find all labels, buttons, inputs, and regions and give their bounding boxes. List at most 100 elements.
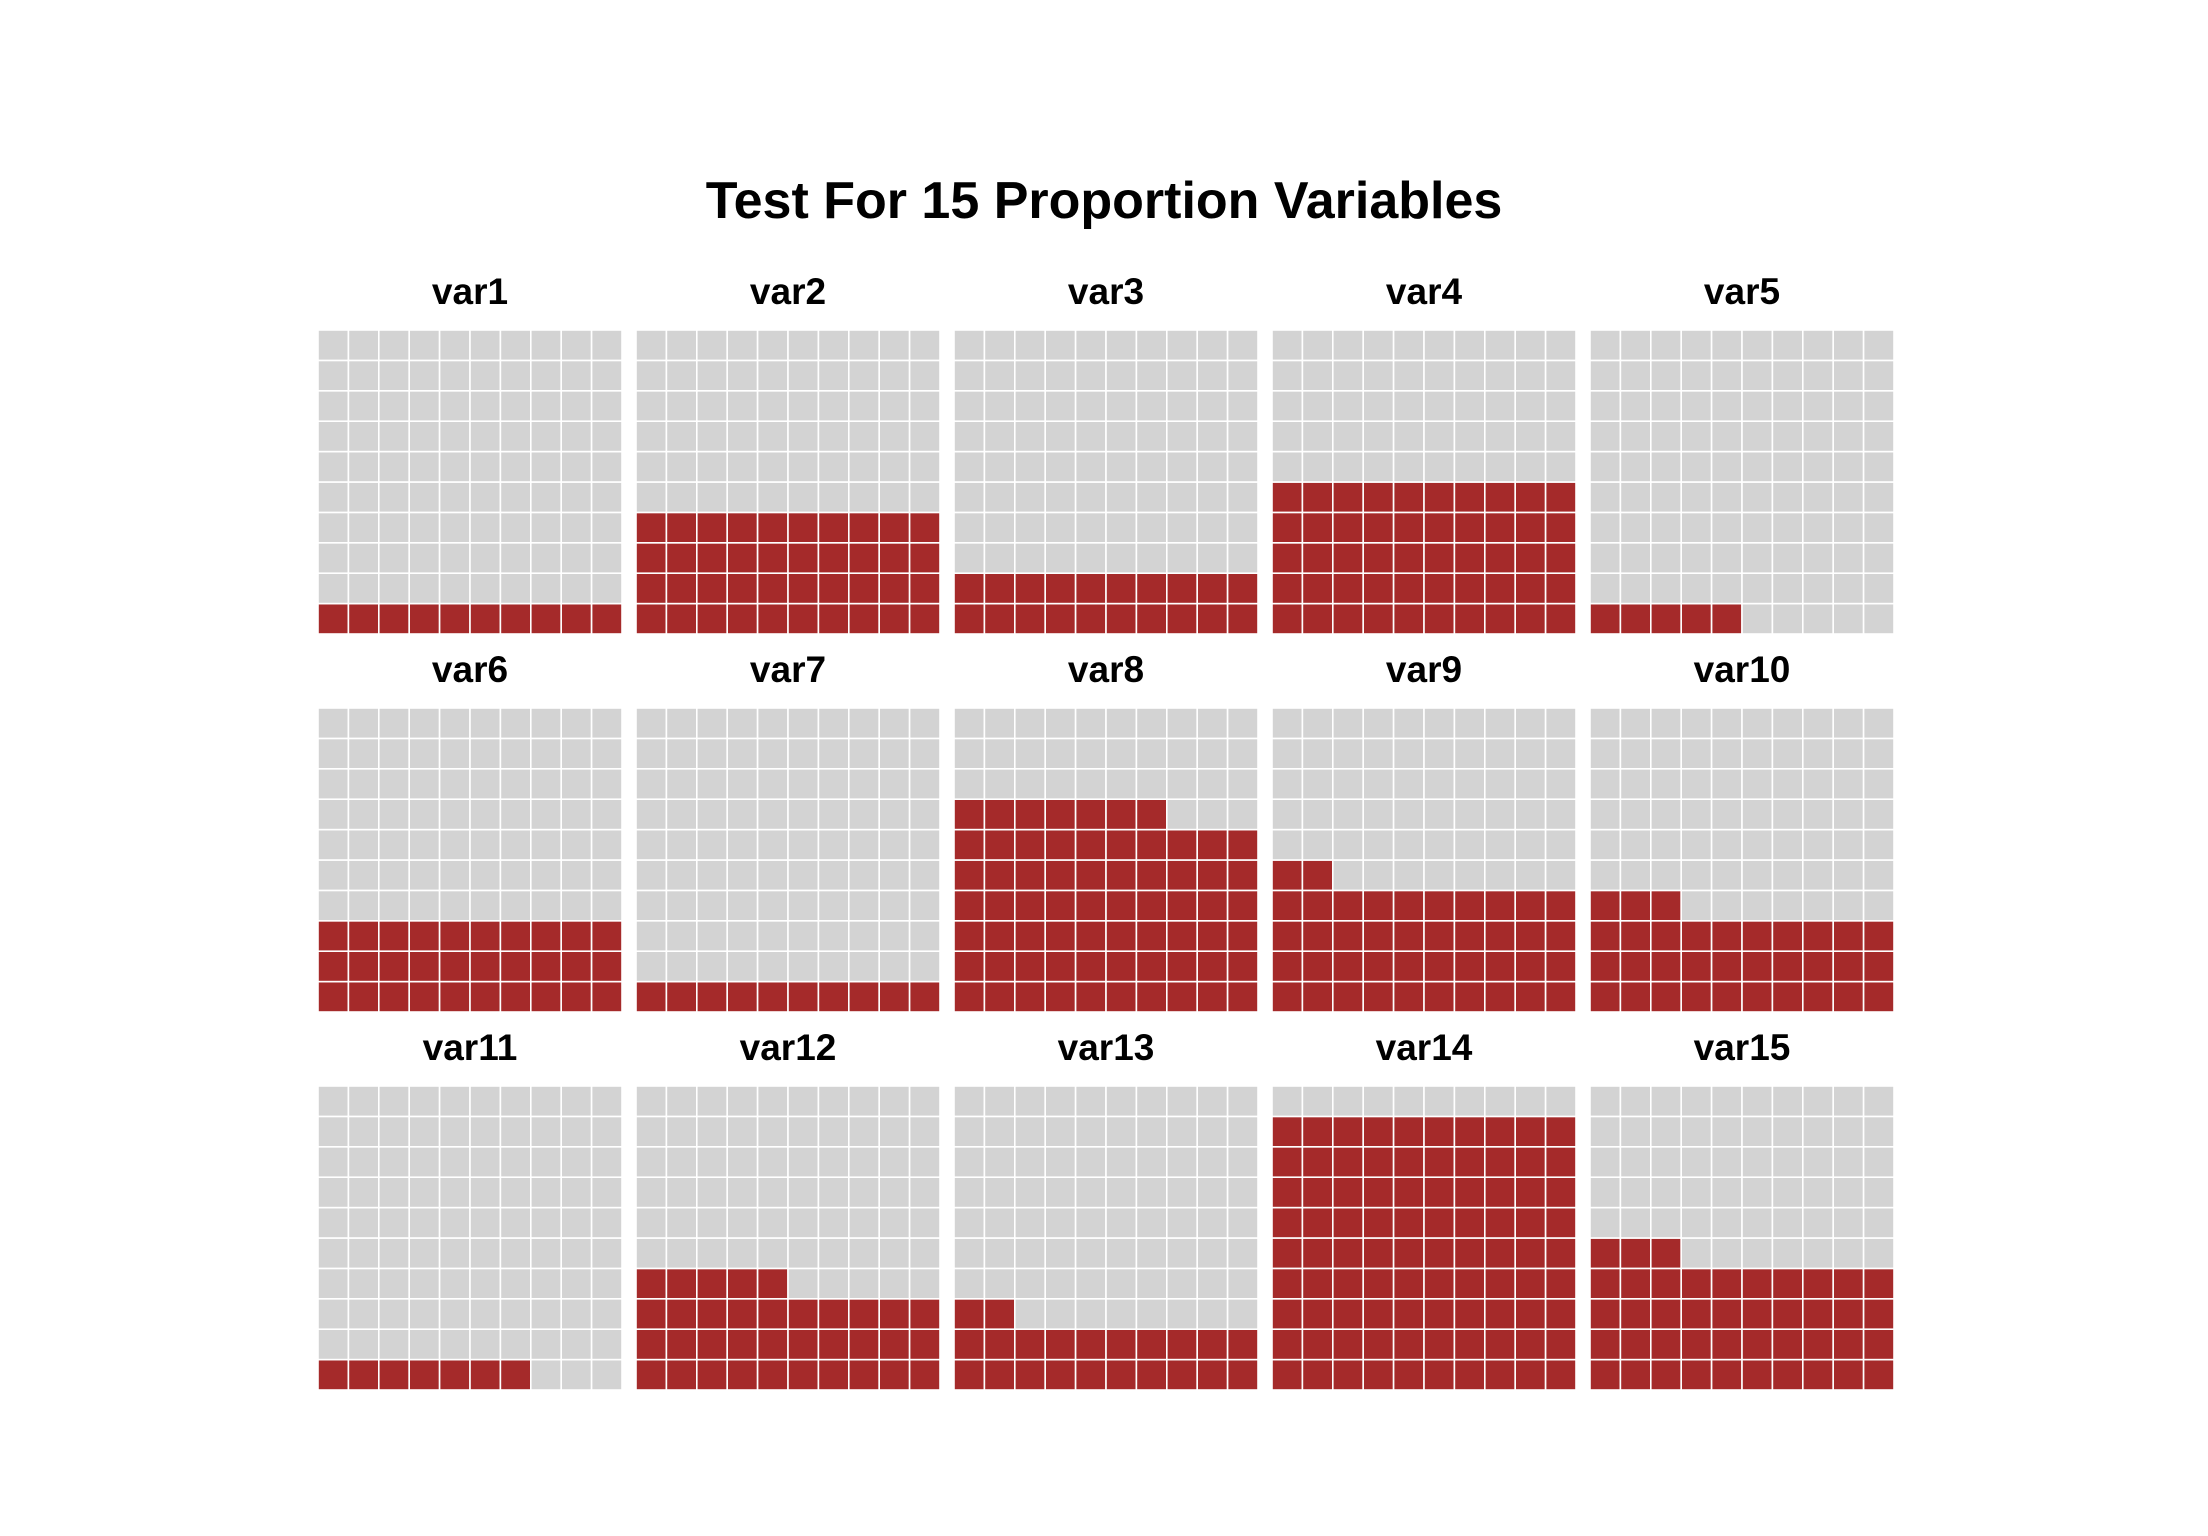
waffle-cell-empty bbox=[756, 950, 789, 983]
waffle-cell-empty bbox=[756, 919, 789, 952]
waffle-cell-empty bbox=[347, 1176, 380, 1209]
waffle-cell-filled bbox=[1332, 1267, 1365, 1300]
waffle-cell-empty bbox=[1862, 767, 1895, 800]
waffle-cell-empty bbox=[560, 1358, 593, 1391]
waffle-cell-empty bbox=[1589, 767, 1622, 800]
waffle-cell-empty bbox=[590, 511, 623, 544]
waffle-cell-filled bbox=[317, 919, 350, 952]
waffle-cell-empty bbox=[438, 1267, 471, 1300]
waffle-cell-empty bbox=[1226, 798, 1259, 831]
waffle-cell-filled bbox=[908, 1328, 941, 1361]
waffle-cell-empty bbox=[317, 389, 350, 422]
waffle-cell-filled bbox=[1680, 602, 1713, 635]
waffle-cell-empty bbox=[1741, 798, 1774, 831]
waffle-cell-filled bbox=[1650, 1328, 1683, 1361]
waffle-cell-empty bbox=[665, 919, 698, 952]
waffle-cell-empty bbox=[529, 389, 562, 422]
waffle-cell-empty bbox=[560, 707, 593, 740]
waffle-cell-empty bbox=[1741, 1176, 1774, 1209]
waffle-cell-empty bbox=[1741, 1237, 1774, 1270]
waffle-cell-empty bbox=[635, 767, 668, 800]
waffle-cell-filled bbox=[1589, 980, 1622, 1013]
waffle-cell-filled bbox=[1332, 572, 1365, 605]
waffle-cell-empty bbox=[1802, 359, 1835, 392]
waffle-cell-filled bbox=[560, 980, 593, 1013]
waffle-cell-empty bbox=[1013, 389, 1046, 422]
waffle-cell-empty bbox=[590, 707, 623, 740]
waffle-cell-filled bbox=[1619, 1267, 1652, 1300]
waffle-cell-empty bbox=[1589, 389, 1622, 422]
waffle-cell-filled bbox=[756, 511, 789, 544]
waffle-panel-var2: var2 bbox=[635, 271, 941, 635]
waffle-cell-filled bbox=[1650, 1298, 1683, 1331]
waffle-cell-filled bbox=[1862, 1298, 1895, 1331]
waffle-cell-empty bbox=[1226, 420, 1259, 453]
waffle-cell-filled bbox=[756, 980, 789, 1013]
waffle-cell-empty bbox=[529, 1115, 562, 1148]
waffle-cell-filled bbox=[1226, 1328, 1259, 1361]
waffle-cell-filled bbox=[847, 1328, 880, 1361]
waffle-cell-filled bbox=[1332, 1176, 1365, 1209]
waffle-cell-empty bbox=[635, 950, 668, 983]
waffle-cell-empty bbox=[878, 889, 911, 922]
waffle-cell-empty bbox=[1771, 1085, 1804, 1118]
waffle-cell-empty bbox=[1271, 389, 1304, 422]
waffle-cell-filled bbox=[1514, 889, 1547, 922]
waffle-cell-empty bbox=[878, 481, 911, 514]
waffle-cell-empty bbox=[499, 737, 532, 770]
waffle-cell-filled bbox=[908, 1358, 941, 1391]
waffle-cell-filled bbox=[347, 980, 380, 1013]
waffle-cell-empty bbox=[1271, 828, 1304, 861]
waffle-cell-empty bbox=[756, 359, 789, 392]
waffle-panel-var9: var9 bbox=[1271, 649, 1577, 1013]
waffle-cell-empty bbox=[1741, 329, 1774, 362]
waffle-cell-empty bbox=[1680, 889, 1713, 922]
waffle-cell-empty bbox=[377, 707, 410, 740]
waffle-cell-empty bbox=[878, 919, 911, 952]
waffle-cell-filled bbox=[1013, 572, 1046, 605]
waffle-cell-empty bbox=[1013, 1146, 1046, 1179]
waffle-cell-filled bbox=[665, 1358, 698, 1391]
waffle-cell-filled bbox=[347, 1358, 380, 1391]
waffle-cell-empty bbox=[347, 798, 380, 831]
waffle-cell-empty bbox=[408, 1085, 441, 1118]
waffle-cell-filled bbox=[635, 1267, 668, 1300]
waffle-cell-empty bbox=[560, 1085, 593, 1118]
waffle-cell-empty bbox=[1741, 767, 1774, 800]
waffle-cell-empty bbox=[347, 1328, 380, 1361]
waffle-cell-empty bbox=[1074, 420, 1107, 453]
waffle-cell-empty bbox=[1013, 511, 1046, 544]
waffle-cell-filled bbox=[1802, 1267, 1835, 1300]
waffle-cell-empty bbox=[1741, 1115, 1774, 1148]
waffle-cell-empty bbox=[1074, 541, 1107, 574]
waffle-cell-filled bbox=[635, 1298, 668, 1331]
waffle-cell-empty bbox=[1514, 420, 1547, 453]
waffle-cell-filled bbox=[1544, 602, 1577, 635]
waffle-cell-filled bbox=[1589, 1237, 1622, 1270]
waffle-cell-empty bbox=[1650, 1085, 1683, 1118]
waffle-cell-filled bbox=[1741, 1328, 1774, 1361]
waffle-cell-filled bbox=[317, 980, 350, 1013]
waffle-cell-empty bbox=[1862, 450, 1895, 483]
waffle-cell-empty bbox=[590, 859, 623, 892]
waffle-cell-empty bbox=[438, 859, 471, 892]
waffle-cell-empty bbox=[1650, 481, 1683, 514]
waffle-cell-empty bbox=[1453, 359, 1486, 392]
waffle-cell-empty bbox=[560, 1267, 593, 1300]
waffle-cell-filled bbox=[1514, 980, 1547, 1013]
waffle-cell-empty bbox=[1680, 1085, 1713, 1118]
waffle-cell-filled bbox=[1589, 1267, 1622, 1300]
waffle-cell-filled bbox=[499, 919, 532, 952]
waffle-cell-empty bbox=[1484, 828, 1517, 861]
waffle-cell-empty bbox=[469, 450, 502, 483]
waffle-cell-empty bbox=[1802, 572, 1835, 605]
waffle-cell-empty bbox=[1802, 889, 1835, 922]
waffle-cell-filled bbox=[1802, 1328, 1835, 1361]
waffle-cell-empty bbox=[817, 828, 850, 861]
waffle-cell-empty bbox=[438, 737, 471, 770]
waffle-cell-filled bbox=[1484, 980, 1517, 1013]
waffle-cell-empty bbox=[1680, 359, 1713, 392]
waffle-cell-empty bbox=[847, 828, 880, 861]
waffle-cell-empty bbox=[317, 828, 350, 861]
waffle-cell-filled bbox=[1514, 1176, 1547, 1209]
